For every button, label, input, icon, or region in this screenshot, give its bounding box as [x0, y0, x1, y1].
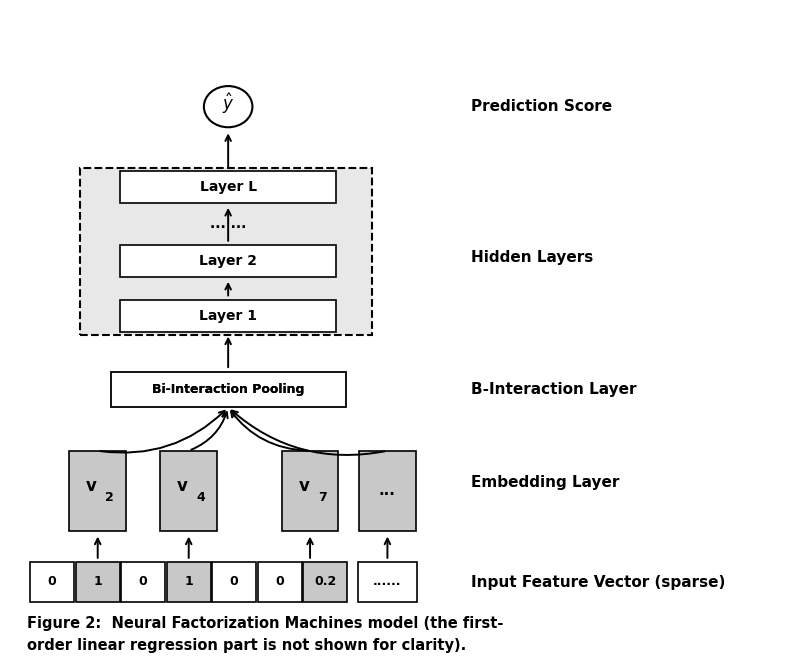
- Text: Figure 2:  Neural Factorization Machines model (the first-
order linear regressi: Figure 2: Neural Factorization Machines …: [27, 616, 503, 653]
- Bar: [120, 299, 337, 332]
- Bar: [359, 451, 416, 531]
- Text: v: v: [177, 477, 188, 495]
- Bar: [70, 451, 126, 531]
- Text: Layer 1: Layer 1: [199, 309, 258, 323]
- Text: 0: 0: [230, 576, 239, 588]
- Text: ... ...: ... ...: [210, 216, 246, 230]
- Text: 4: 4: [197, 491, 205, 504]
- Bar: [121, 562, 165, 602]
- Text: 1: 1: [184, 576, 193, 588]
- Bar: [281, 451, 338, 531]
- Text: $\hat{y}$: $\hat{y}$: [222, 92, 235, 117]
- Text: 7: 7: [318, 491, 326, 504]
- Text: Bi-Interaction Pooling: Bi-Interaction Pooling: [152, 383, 304, 396]
- Bar: [167, 562, 211, 602]
- Bar: [111, 372, 346, 407]
- Text: ...: ...: [379, 484, 396, 498]
- Text: Layer L: Layer L: [200, 180, 257, 194]
- Bar: [160, 451, 217, 531]
- Text: 0: 0: [48, 576, 57, 588]
- Text: 0: 0: [139, 576, 148, 588]
- Bar: [81, 168, 372, 335]
- Bar: [258, 562, 302, 602]
- Bar: [76, 562, 120, 602]
- Bar: [358, 562, 417, 602]
- Bar: [213, 562, 256, 602]
- Text: 0.2: 0.2: [314, 576, 337, 588]
- Text: Bi-Interaction Pooling: Bi-Interaction Pooling: [152, 383, 304, 396]
- Text: Hidden Layers: Hidden Layers: [471, 251, 593, 265]
- Text: 0: 0: [276, 576, 284, 588]
- Text: B-Interaction Layer: B-Interaction Layer: [471, 382, 636, 397]
- Text: v: v: [299, 477, 310, 495]
- Circle shape: [204, 86, 253, 127]
- Bar: [120, 245, 337, 277]
- Bar: [120, 171, 337, 203]
- Bar: [30, 562, 74, 602]
- Text: 1: 1: [93, 576, 102, 588]
- Bar: [303, 562, 348, 602]
- Text: 2: 2: [106, 491, 115, 504]
- Text: Embedding Layer: Embedding Layer: [471, 476, 619, 490]
- Text: Prediction Score: Prediction Score: [471, 99, 612, 114]
- Text: ......: ......: [373, 576, 401, 588]
- Text: v: v: [86, 477, 97, 495]
- Text: Layer 2: Layer 2: [199, 254, 258, 268]
- Text: Input Feature Vector (sparse): Input Feature Vector (sparse): [471, 575, 725, 590]
